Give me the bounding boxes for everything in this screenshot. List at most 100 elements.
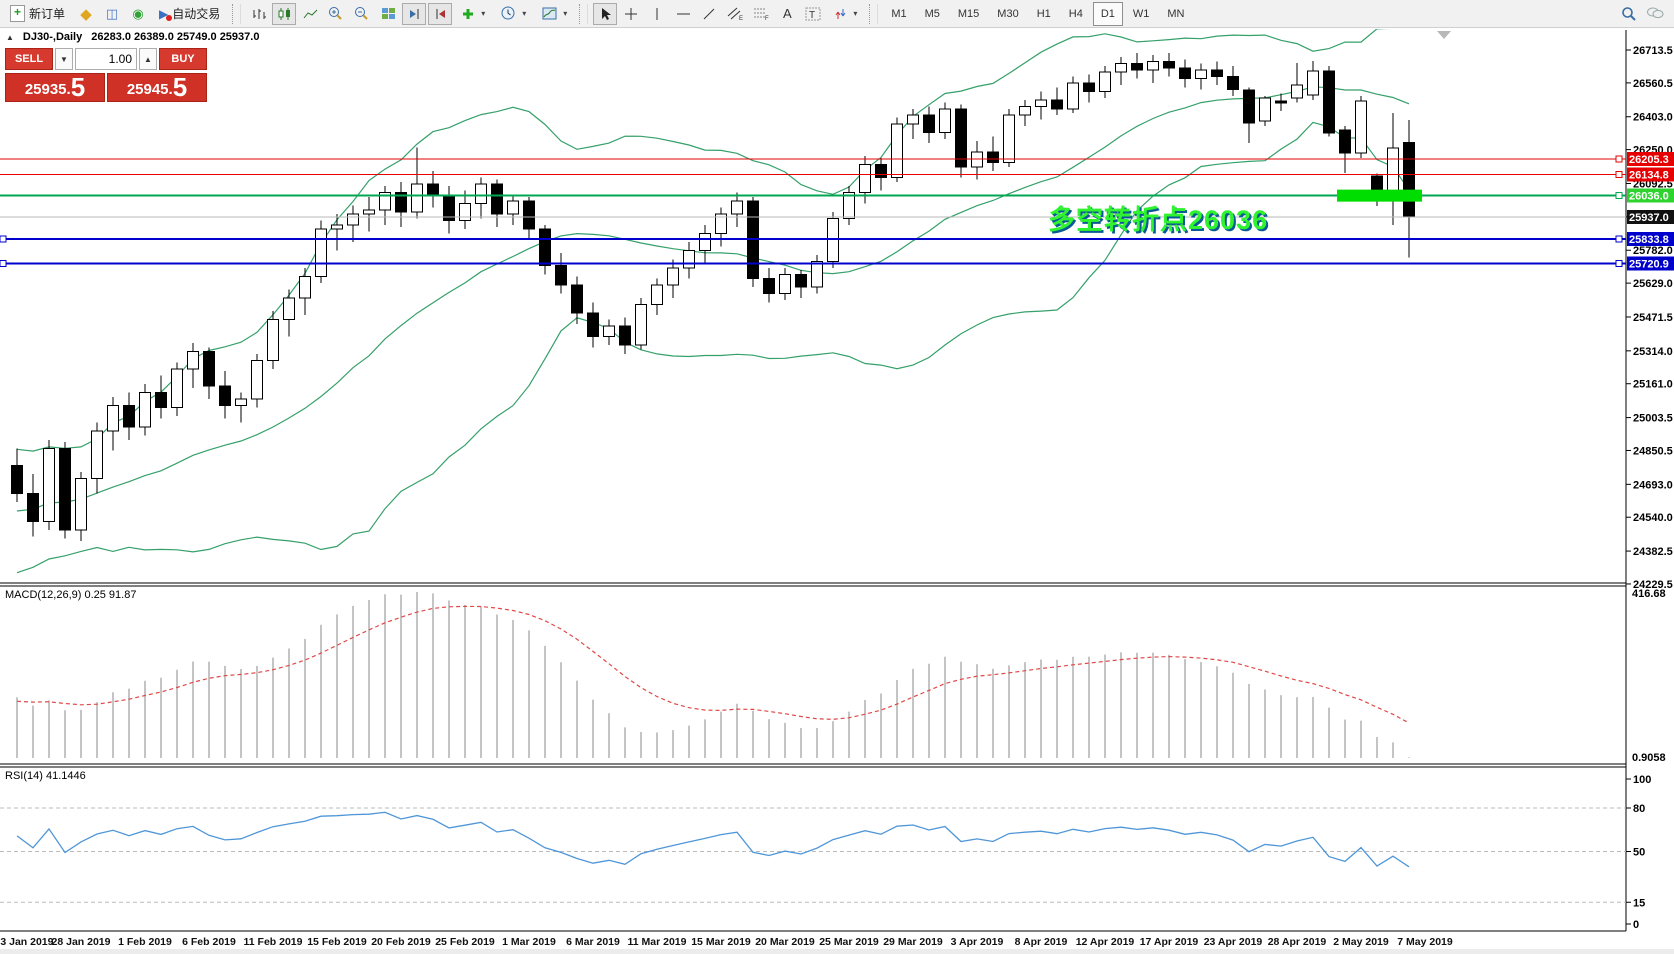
collapse-icon[interactable]: ▲ xyxy=(6,32,14,42)
timeframe-m15[interactable]: M15 xyxy=(957,7,980,20)
charts-button[interactable]: ◆ xyxy=(74,3,98,25)
crosshair-icon xyxy=(625,7,638,20)
periods-button[interactable]: ▾ xyxy=(494,3,533,25)
buy-button[interactable]: BUY xyxy=(159,48,207,70)
svg-text:25 Feb 2019: 25 Feb 2019 xyxy=(435,936,495,948)
timeframe-m1[interactable]: M1 xyxy=(891,7,907,20)
svg-text:26092.5: 26092.5 xyxy=(1633,178,1673,190)
timeframe-mn[interactable]: MN xyxy=(1167,7,1185,20)
svg-text:24540.0: 24540.0 xyxy=(1633,512,1673,524)
timeframe-h1[interactable]: H1 xyxy=(1036,7,1051,20)
signals-icon: ◉ xyxy=(132,5,144,21)
vertical-line-tool-button[interactable] xyxy=(645,3,669,25)
sell-price-box[interactable]: 25935. 5 xyxy=(5,73,105,102)
timeframe-m5[interactable]: M5 xyxy=(924,7,940,20)
chat-button[interactable] xyxy=(1643,3,1667,25)
volume-increase-button[interactable]: ▲ xyxy=(139,48,157,70)
autotrading-icon: ▶ xyxy=(159,6,173,21)
bar-chart-icon xyxy=(253,8,266,19)
svg-text:26403.0: 26403.0 xyxy=(1633,112,1673,124)
auto-scroll-button[interactable] xyxy=(402,2,427,25)
timeframe-w1[interactable]: W1 xyxy=(1132,7,1150,20)
zoom-in-icon xyxy=(329,7,342,20)
chart-shift-button[interactable] xyxy=(428,2,453,25)
toolbar-grip[interactable] xyxy=(579,3,589,24)
price-axis[interactable]: 26713.526560.526403.026250.026092.525937… xyxy=(1626,45,1673,591)
svg-text:25471.5: 25471.5 xyxy=(1633,312,1673,324)
volume-input[interactable] xyxy=(75,48,137,70)
line-chart-button[interactable] xyxy=(298,3,322,25)
buy-price-big: 5 xyxy=(172,72,188,102)
macd-indicator-label: MACD(12,26,9) 0.25 91.87 xyxy=(5,589,137,601)
svg-text:100: 100 xyxy=(1633,774,1651,786)
new-order-icon: + xyxy=(10,5,25,22)
cursor-tool-button[interactable] xyxy=(593,2,618,25)
svg-text:26713.5: 26713.5 xyxy=(1633,45,1673,57)
toolbar-grip[interactable] xyxy=(869,3,879,24)
channel-tool-button[interactable]: E xyxy=(723,3,747,25)
svg-text:25629.0: 25629.0 xyxy=(1633,278,1673,290)
toolbar-grip[interactable] xyxy=(232,3,242,24)
line-chart-icon xyxy=(303,9,318,18)
text-tool-button[interactable]: A xyxy=(775,3,799,25)
green-highlight-rect[interactable] xyxy=(1337,189,1422,202)
candlestick-chart-icon xyxy=(278,7,290,20)
trendline-tool-button[interactable] xyxy=(697,3,721,25)
timeframe-h4[interactable]: H4 xyxy=(1068,7,1083,20)
ohlc-values: 26283.0 26389.0 25749.0 25937.0 xyxy=(91,31,260,43)
line-handle xyxy=(1615,155,1623,163)
autotrading-label: 自动交易 xyxy=(172,7,221,21)
timeframe-m30[interactable]: M30 xyxy=(997,7,1019,20)
templates-button[interactable]: ▾ xyxy=(535,3,574,25)
sell-button[interactable]: SELL xyxy=(5,48,53,70)
svg-text:8 Apr 2019: 8 Apr 2019 xyxy=(1015,936,1068,948)
svg-text:11 Feb 2019: 11 Feb 2019 xyxy=(244,936,303,948)
symbol-period-label: DJ30-,Daily xyxy=(22,31,83,43)
zoom-out-button[interactable] xyxy=(350,3,374,25)
autotrading-button[interactable]: ▶ 自动交易 xyxy=(152,3,227,25)
svg-text:1 Feb 2019: 1 Feb 2019 xyxy=(118,936,172,948)
price-lines[interactable]: 26205.3 26134.8 26036.0 25937.0 25833.8 25720… xyxy=(0,152,1674,271)
indicators-button[interactable]: ▾ xyxy=(454,3,492,25)
signals-button[interactable]: ◉ xyxy=(126,3,150,25)
tile-windows-button[interactable] xyxy=(376,3,400,25)
horizontal-line-tool-button[interactable] xyxy=(671,3,695,25)
chart-shift-marker[interactable] xyxy=(1437,31,1451,39)
label-tool-button[interactable]: T xyxy=(801,3,825,25)
svg-text:25833.8: 25833.8 xyxy=(1629,234,1669,246)
svg-text:25161.0: 25161.0 xyxy=(1633,379,1673,391)
trendline-icon xyxy=(703,8,715,19)
svg-text:0.9058: 0.9058 xyxy=(1632,752,1666,764)
svg-text:25937.0: 25937.0 xyxy=(1629,212,1669,224)
svg-text:28 Apr 2019: 28 Apr 2019 xyxy=(1268,936,1327,948)
candlestick-chart-button[interactable] xyxy=(272,2,297,25)
buy-price-box[interactable]: 25945. 5 xyxy=(107,73,207,102)
bar-chart-button[interactable] xyxy=(246,3,270,25)
equidistant-channel-icon: E xyxy=(727,7,743,21)
rsi-pane: 100 80 50 15 0 xyxy=(0,774,1651,931)
price-badge xyxy=(1627,152,1674,167)
search-button[interactable] xyxy=(1617,3,1641,25)
svg-text:25720.9: 25720.9 xyxy=(1629,258,1669,270)
zoom-in-button[interactable] xyxy=(324,3,348,25)
svg-text:25782.0: 25782.0 xyxy=(1633,245,1673,257)
new-order-button[interactable]: + 新订单 xyxy=(3,3,72,25)
crosshair-tool-button[interactable] xyxy=(619,3,643,25)
tile-windows-icon xyxy=(381,7,395,19)
horizontal-line-icon xyxy=(676,13,690,14)
fibonacci-tool-button[interactable]: F xyxy=(749,3,773,25)
market-watch-button[interactable]: ◫ xyxy=(100,3,124,25)
arrows-icon xyxy=(835,8,846,19)
annotation-text[interactable]: 多空转折点26036 xyxy=(1048,205,1269,235)
svg-text:24229.5: 24229.5 xyxy=(1633,579,1673,591)
arrows-tool-button[interactable]: ▾ xyxy=(827,3,864,25)
volume-decrease-button[interactable]: ▼ xyxy=(55,48,73,70)
vertical-line-icon xyxy=(656,7,658,20)
price-badge xyxy=(1627,188,1674,203)
svg-text:24693.0: 24693.0 xyxy=(1633,479,1673,491)
sell-price-main: 25935. xyxy=(24,81,71,98)
svg-text:1 Mar 2019: 1 Mar 2019 xyxy=(502,936,556,948)
timeframe-d1[interactable]: D1 xyxy=(1092,1,1123,26)
